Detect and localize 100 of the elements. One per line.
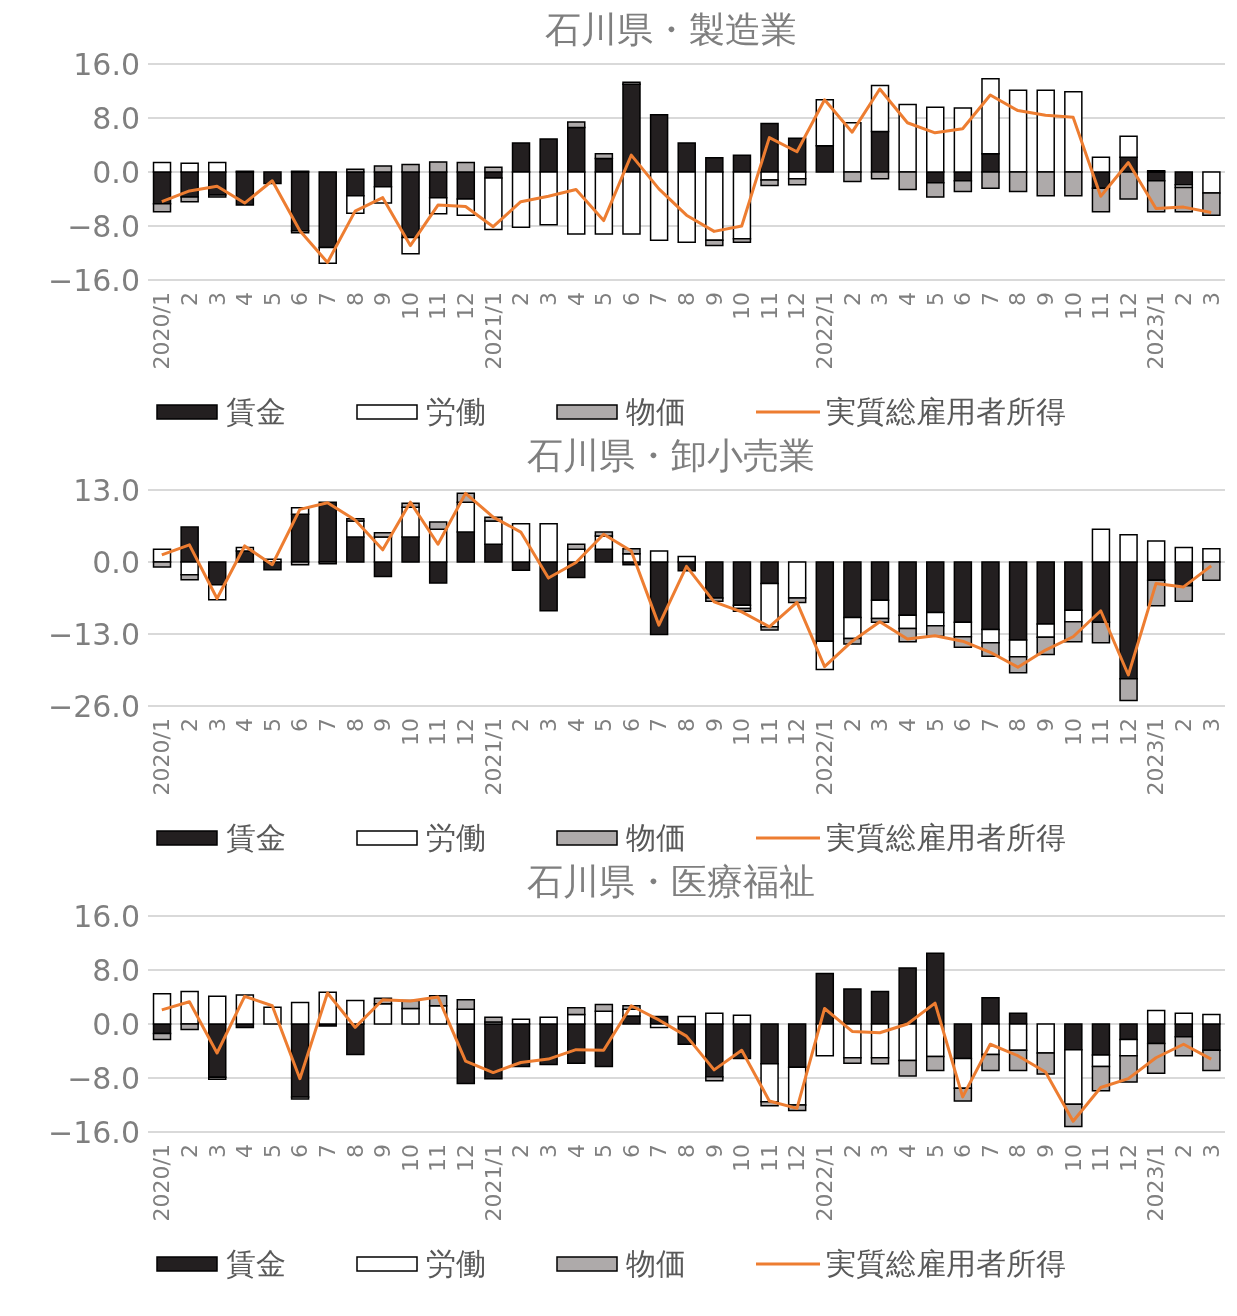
x-tick-label: 4 <box>894 292 920 306</box>
x-tick-label: 4 <box>894 718 920 732</box>
x-tick-label: 3 <box>535 1144 561 1158</box>
x-tick-label: 8 <box>674 718 699 732</box>
x-tick-label: 6 <box>618 1144 644 1158</box>
x-tick-label: 5 <box>591 292 617 306</box>
y-tick-label: 8.0 <box>92 100 140 136</box>
x-tick-label: 2 <box>508 718 534 732</box>
x-tick-label: 11 <box>425 292 451 320</box>
legend-label: 物価 <box>626 392 686 431</box>
x-tick-label: 5 <box>922 718 948 732</box>
y-tick-label: 0.0 <box>92 544 140 580</box>
x-tick-label: 6 <box>287 292 313 306</box>
x-tick-label: 5 <box>259 718 285 732</box>
x-tick-label: 2 <box>508 292 534 306</box>
x-tick-label: 8 <box>674 292 699 306</box>
y-tick-label: 0.0 <box>92 154 140 190</box>
x-tick-label: 2020/1 <box>149 1144 175 1222</box>
y-tick-label: −8.0 <box>67 1060 140 1096</box>
x-tick-label: 12 <box>1115 292 1141 320</box>
x-tick-label: 10 <box>397 1144 423 1172</box>
x-tick-label: 11 <box>1088 292 1114 320</box>
legend-label: 賃金 <box>226 818 286 857</box>
x-tick-label: 2 <box>176 718 202 732</box>
x-tick-label: 6 <box>287 1144 313 1158</box>
x-tick-label: 10 <box>397 292 423 320</box>
x-tick-label: 6 <box>950 1144 976 1158</box>
x-tick-label: 6 <box>618 292 644 306</box>
x-tick-label: 2023/1 <box>1143 292 1169 370</box>
x-tick-label: 12 <box>453 1144 479 1172</box>
legend-label: 労働 <box>426 1244 486 1283</box>
x-tick-label: 12 <box>453 718 479 746</box>
x-tick-label: 7 <box>315 718 340 732</box>
x-tick-label: 11 <box>756 1144 782 1172</box>
x-tick-label: 9 <box>1033 292 1058 306</box>
y-tick-label: 16.0 <box>73 898 140 934</box>
x-tick-label: 2020/1 <box>149 718 175 796</box>
x-tick-label: 3 <box>204 718 230 732</box>
x-tick-label: 2022/1 <box>812 718 838 796</box>
legend-label: 賃金 <box>226 1244 286 1283</box>
x-tick-label: 7 <box>646 292 672 306</box>
x-tick-label: 11 <box>1088 1144 1114 1172</box>
x-tick-label: 8 <box>342 1144 368 1158</box>
x-tick-label: 2020/1 <box>149 292 175 370</box>
x-tick-label: 7 <box>977 718 1003 732</box>
x-tick-label: 8 <box>674 1144 699 1158</box>
x-tick-label: 9 <box>701 718 727 732</box>
x-tick-label: 11 <box>756 718 782 746</box>
x-tick-label: 5 <box>591 718 617 732</box>
x-tick-label: 2021/1 <box>480 718 506 796</box>
x-tick-label: 8 <box>1005 718 1031 732</box>
y-tick-label: 13.0 <box>73 472 140 508</box>
x-tick-label: 11 <box>756 292 782 320</box>
x-tick-label: 4 <box>563 1144 589 1158</box>
legend-label: 労働 <box>426 818 486 857</box>
x-tick-label: 3 <box>867 718 893 732</box>
x-tick-label: 3 <box>535 292 561 306</box>
legend-label: 実質総雇用者所得 <box>826 392 1066 431</box>
x-tick-label: 3 <box>535 718 561 732</box>
x-tick-label: 4 <box>563 292 589 306</box>
x-tick-label: 12 <box>453 292 479 320</box>
x-tick-label: 2 <box>1171 1144 1197 1158</box>
x-tick-label: 10 <box>1060 292 1086 320</box>
x-tick-label: 3 <box>1198 1144 1224 1158</box>
legend-label: 労働 <box>426 392 486 431</box>
x-tick-label: 4 <box>563 718 589 732</box>
x-tick-label: 7 <box>646 1144 672 1158</box>
x-tick-label: 2 <box>839 292 865 306</box>
x-tick-label: 4 <box>232 718 258 732</box>
y-tick-label: 16.0 <box>73 46 140 82</box>
x-tick-label: 10 <box>729 1144 755 1172</box>
x-tick-label: 4 <box>232 292 258 306</box>
chart-title: 石川県・医療福祉 <box>526 861 815 902</box>
x-tick-label: 7 <box>315 1144 340 1158</box>
x-tick-label: 11 <box>425 1144 451 1172</box>
x-tick-label: 5 <box>922 1144 948 1158</box>
x-tick-label: 3 <box>1198 292 1224 306</box>
x-tick-label: 8 <box>1005 292 1031 306</box>
x-tick-label: 7 <box>315 292 340 306</box>
x-tick-label: 3 <box>1198 718 1224 732</box>
y-tick-label: −16.0 <box>48 262 140 298</box>
x-tick-label: 5 <box>591 1144 617 1158</box>
x-tick-label: 2021/1 <box>480 1144 506 1222</box>
x-tick-label: 2 <box>1171 292 1197 306</box>
x-tick-label: 10 <box>729 718 755 746</box>
legend-label: 賃金 <box>226 392 286 431</box>
x-tick-label: 2023/1 <box>1143 1144 1169 1222</box>
x-tick-label: 9 <box>1033 718 1058 732</box>
x-tick-label: 6 <box>950 292 976 306</box>
x-tick-label: 3 <box>867 292 893 306</box>
x-tick-label: 5 <box>259 292 285 306</box>
x-tick-label: 2 <box>839 718 865 732</box>
x-tick-label: 11 <box>1088 718 1114 746</box>
x-tick-label: 12 <box>1115 718 1141 746</box>
x-tick-label: 3 <box>204 1144 230 1158</box>
x-tick-label: 2 <box>1171 718 1197 732</box>
x-tick-label: 7 <box>977 292 1003 306</box>
legend-label: 物価 <box>626 818 686 857</box>
legend-label: 物価 <box>626 1244 686 1283</box>
x-tick-label: 7 <box>977 1144 1003 1158</box>
